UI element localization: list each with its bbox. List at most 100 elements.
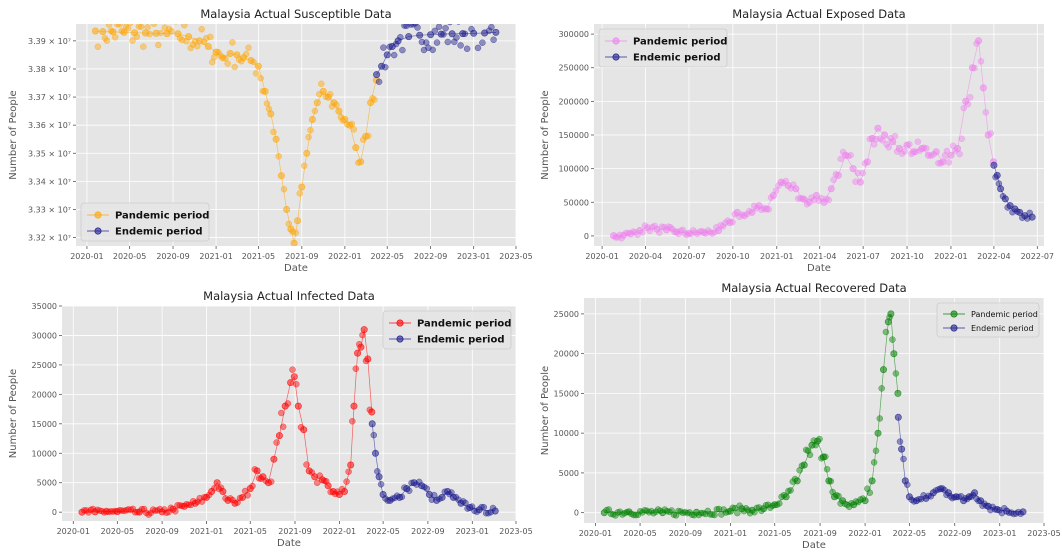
data-point: [146, 30, 153, 38]
data-point: [118, 27, 126, 35]
y-tick-label: 25000: [32, 361, 57, 370]
data-point: [208, 58, 216, 66]
data-point: [847, 152, 854, 159]
data-point: [356, 340, 363, 348]
data-point: [616, 231, 623, 239]
data-point: [378, 62, 386, 70]
data-point: [280, 185, 288, 193]
data-point: [901, 477, 909, 485]
data-point: [456, 24, 461, 25]
data-point: [368, 420, 376, 428]
x-tick-label: 2021-04: [803, 252, 836, 261]
data-point: [945, 159, 953, 166]
data-point: [818, 455, 825, 462]
data-point: [131, 509, 139, 516]
data-point: [435, 24, 443, 31]
data-point: [318, 80, 325, 88]
data-point: [198, 25, 205, 33]
data-point: [383, 51, 391, 59]
data-point: [275, 432, 283, 440]
data-point: [155, 41, 162, 49]
data-point: [995, 180, 1003, 187]
data-point: [912, 148, 920, 155]
data-point: [215, 485, 223, 493]
y-tick-label: 5000: [559, 469, 579, 478]
data-point: [765, 206, 772, 213]
data-point: [345, 468, 352, 475]
data-point: [879, 136, 886, 144]
data-point: [416, 31, 424, 39]
data-point: [134, 508, 141, 516]
y-tick-label: 25000: [554, 310, 579, 319]
data-point: [408, 479, 415, 487]
series-pandemic: [600, 310, 902, 519]
data-point: [956, 150, 963, 158]
data-point: [129, 505, 137, 513]
data-point: [618, 235, 625, 242]
data-point: [979, 84, 987, 92]
data-point: [380, 44, 387, 51]
data-point: [474, 44, 482, 52]
data-point: [485, 27, 493, 34]
data-point: [989, 503, 996, 511]
legend-box: [382, 310, 512, 350]
data-point: [715, 505, 723, 513]
y-axis-label: Number of People: [540, 90, 551, 179]
legend-box: [80, 202, 210, 242]
data-point: [347, 461, 355, 469]
y-axis-label: Number of People: [540, 366, 551, 455]
data-point: [224, 60, 231, 67]
data-point: [322, 478, 330, 485]
y-tick-label: 0: [574, 509, 579, 518]
data-point: [386, 43, 393, 51]
legend-swatch-marker: [396, 319, 404, 327]
data-point: [366, 406, 374, 414]
data-point: [452, 493, 460, 501]
data-point: [958, 135, 965, 142]
data-point: [825, 196, 833, 204]
x-tick-label: 2021-01: [760, 252, 793, 261]
data-point: [261, 87, 269, 95]
data-point: [802, 446, 810, 454]
data-point: [746, 207, 753, 215]
x-axis-label: Date: [277, 538, 301, 549]
x-tick-label: 2020-01: [585, 252, 618, 261]
x-tick-label: 2023-05: [499, 252, 532, 261]
data-point: [854, 169, 862, 177]
data-point: [1011, 205, 1019, 213]
data-point: [219, 487, 227, 495]
x-tick-label: 2022-01: [328, 252, 361, 261]
subplot-2: 0 50000 100000 150000 200000 250000 300000 2020…: [540, 7, 1054, 274]
data-point: [348, 120, 356, 128]
y-tick-label: 15000: [554, 389, 579, 398]
data-point: [892, 370, 900, 377]
x-tick-label: 2022-05: [370, 252, 403, 261]
data-point: [780, 491, 788, 499]
data-point: [338, 485, 346, 493]
data-point: [679, 226, 687, 234]
x-tick-label: 2021-07: [846, 252, 879, 261]
data-point: [896, 438, 904, 445]
data-point: [215, 49, 222, 56]
data-point: [736, 502, 743, 509]
data-point: [283, 206, 291, 214]
data-point: [429, 46, 436, 54]
data-point: [968, 64, 976, 72]
data-point: [461, 30, 469, 38]
data-point: [389, 495, 396, 502]
x-tick-label: 2023-01: [457, 252, 490, 261]
data-point: [433, 39, 441, 46]
data-point: [1001, 505, 1008, 512]
data-point: [736, 213, 743, 221]
data-point: [910, 498, 918, 505]
series-endemic: [368, 420, 499, 517]
data-point: [827, 477, 835, 485]
data-point: [918, 145, 926, 153]
data-point: [415, 478, 423, 486]
data-layer: [91, 24, 500, 246]
data-point: [259, 87, 267, 95]
y-tick-label: 3.39 × 10⁷: [28, 37, 71, 46]
data-point: [144, 24, 151, 31]
data-point: [1014, 208, 1021, 215]
